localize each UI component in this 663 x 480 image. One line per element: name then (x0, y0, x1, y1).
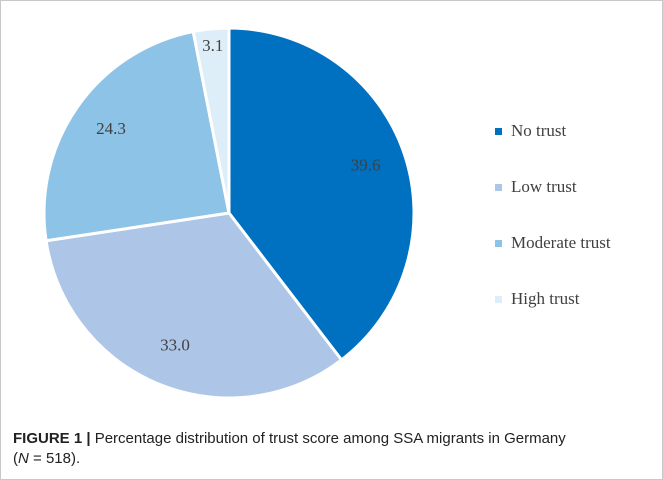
caption: FIGURE 1 | Percentage distribution of tr… (13, 429, 573, 469)
pie-slice (191, 26, 231, 214)
legend-swatch (495, 184, 502, 191)
legend-label: Moderate trust (511, 233, 611, 252)
pie-slice (44, 211, 344, 400)
legend-label: High trust (511, 289, 580, 308)
data-label: 39.6 (351, 156, 381, 175)
legend-label: No trust (511, 121, 567, 140)
caption-label: FIGURE 1 | (13, 430, 91, 447)
data-label: 33.0 (160, 336, 190, 355)
caption-italic: N (18, 450, 29, 467)
chart: 39.6 33.0 24.3 3.1 No trust Low trust Moderate… (42, 26, 611, 400)
data-label: 3.1 (202, 36, 223, 55)
legend-swatch (495, 240, 502, 247)
caption-text: Percentage distribution of trust score a… (13, 430, 566, 467)
legend-swatch (495, 296, 502, 303)
legend-label: Low trust (511, 177, 577, 196)
pie-slice (227, 26, 416, 362)
data-label: 24.3 (96, 119, 126, 138)
legend-swatch (495, 128, 502, 135)
pie-slice (42, 29, 231, 243)
caption-text: = 518). (28, 450, 81, 467)
